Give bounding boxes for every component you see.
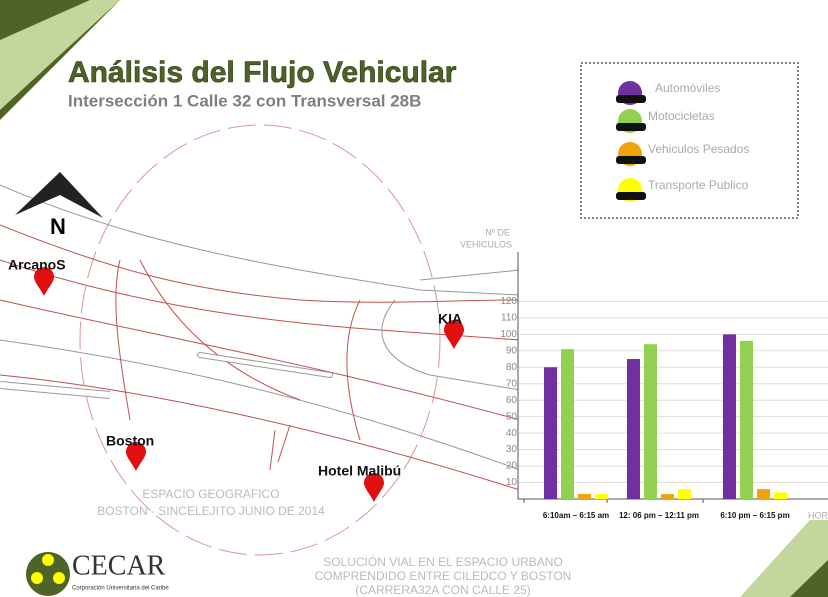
map-caption: ESPACIO GEOGRAFICO — [142, 487, 279, 501]
legend-vehicle — [616, 95, 646, 103]
x-tick-label: 12: 06 pm – 12:11 pm — [619, 511, 699, 520]
x-axis-label: HORA — [808, 510, 828, 520]
legend-vehicle — [616, 123, 646, 131]
logo: CECAR Corporación Universitaria del Cari… — [26, 550, 169, 596]
map — [0, 124, 521, 556]
legend-vehicle — [616, 156, 646, 164]
legend-label: Vehiculos Pesados — [648, 142, 749, 156]
footer: COMPRENDIDO ENTRE CILEDCO Y BOSTON — [315, 569, 572, 583]
y-axis-label: Nº DE — [485, 227, 510, 237]
bar — [661, 494, 674, 499]
y-tick-label: 120 — [500, 296, 517, 307]
y-axis-label: VEHICULOS — [460, 239, 512, 249]
y-tick-label: 10 — [506, 477, 518, 488]
footer: (CARRERA32A CON CALLE 25) — [355, 583, 530, 597]
bar — [544, 367, 557, 499]
north-arrow: N — [15, 172, 103, 239]
subtitle: Intersección 1 Calle 32 con Transversal … — [68, 91, 421, 110]
marker — [364, 473, 384, 502]
bar — [723, 334, 736, 499]
bar — [644, 344, 657, 499]
bar — [561, 349, 574, 499]
corner-light-br — [740, 500, 828, 597]
x-tick-label: 6:10 pm – 6:15 pm — [720, 511, 789, 520]
bar — [757, 489, 770, 499]
north-label: N — [50, 214, 66, 239]
map-caption: BOSTON - SINCELEJITO JUNIO DE 2014 — [97, 504, 325, 518]
y-tick-label: 30 — [506, 444, 518, 455]
bar — [774, 492, 787, 499]
legend-box — [580, 62, 799, 219]
y-tick-label: 110 — [501, 313, 517, 324]
bar — [740, 340, 753, 499]
title: Análisis del Flujo Vehicular — [68, 56, 457, 89]
bar — [678, 489, 691, 499]
place-label: ArcanoS — [8, 257, 66, 273]
marker — [126, 442, 146, 471]
place-label: KIA — [438, 311, 462, 327]
logo-name: CECAR — [72, 550, 166, 581]
marker — [444, 320, 464, 349]
y-tick-label: 40 — [506, 428, 518, 439]
y-tick-label: 80 — [506, 362, 518, 373]
y-tick-label: 50 — [506, 411, 518, 422]
y-tick-label: 60 — [506, 395, 518, 406]
x-tick-label: 6:10am – 6:15 am — [543, 511, 609, 520]
chart: Nº DE VEHICULOS 10 20 30 40 50 60 70 80 90 100 110 12… — [460, 227, 828, 520]
places: ArcanoS KIA Boston Hotel Malibú — [8, 257, 464, 502]
logo-tagline: Corporación Universitaria del Caribe — [72, 586, 169, 592]
y-tick-label: 20 — [506, 461, 518, 472]
bar — [578, 494, 591, 499]
bar — [595, 494, 608, 499]
y-tick-label: 90 — [506, 345, 518, 356]
legend-label: Motocicletas — [648, 109, 715, 123]
corner-light — [0, 0, 120, 110]
legend-label: Transporte Publico — [648, 178, 749, 192]
y-tick-label: 70 — [506, 378, 518, 389]
bar — [627, 359, 640, 499]
legend-vehicle — [616, 192, 646, 200]
y-tick-label: 100 — [500, 329, 517, 340]
corner-dark-br — [790, 560, 828, 597]
place-label: Boston — [106, 433, 154, 449]
legend: Automóviles Motocicletas Vehiculos Pesados… — [616, 81, 749, 202]
place-label: Hotel Malibú — [318, 463, 401, 479]
marker — [34, 267, 54, 296]
legend-label: Automóviles — [655, 81, 720, 95]
footer: SOLUCIÓN VIAL EN EL ESPACIO URBANO — [323, 554, 563, 569]
